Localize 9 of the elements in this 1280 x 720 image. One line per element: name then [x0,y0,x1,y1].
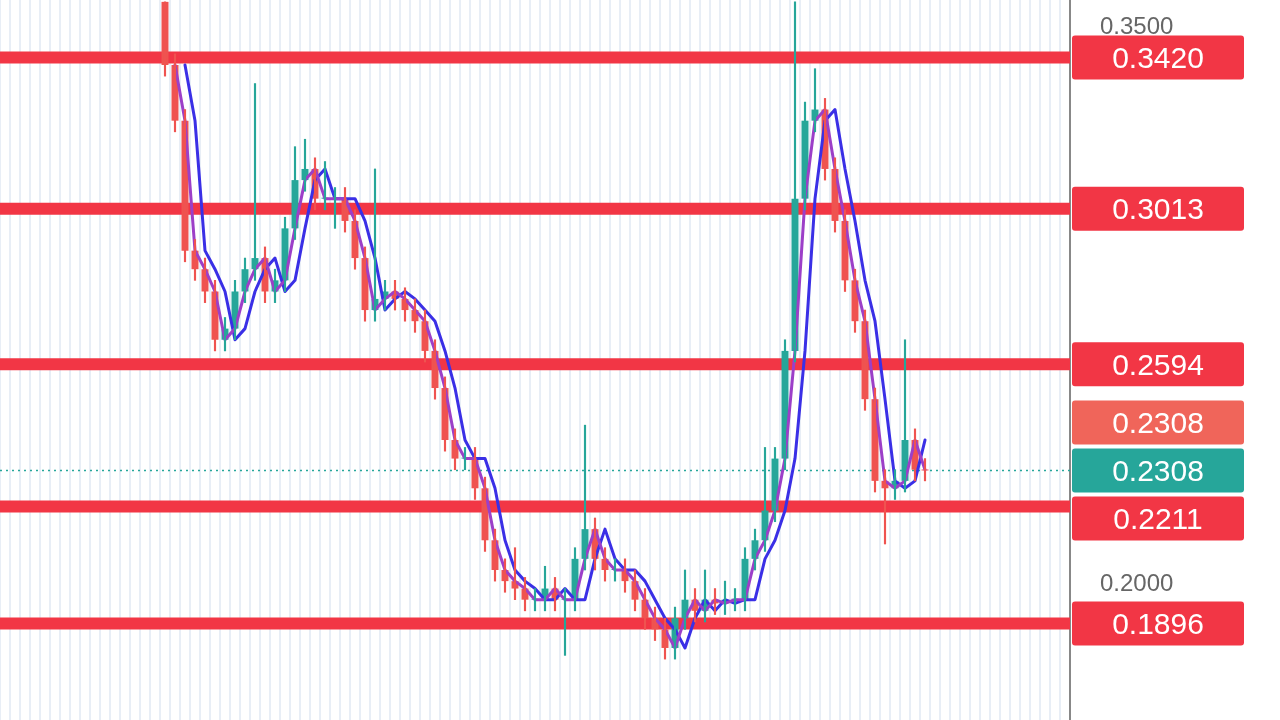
ref-line-label: 0.3420 [1112,40,1204,74]
ref-line-label: 0.3013 [1112,191,1204,225]
ref-line-label: 0.2594 [1112,347,1204,381]
y-tick-label: 0.3500 [1100,12,1174,40]
ref-line-label: 0.1896 [1112,606,1204,640]
ref-line-label: 0.2308 [1112,453,1204,487]
y-tick-label: 0.2000 [1100,569,1174,597]
ref-line-label: 0.2211 [1113,501,1203,535]
text: 0.2308 [1112,405,1204,439]
